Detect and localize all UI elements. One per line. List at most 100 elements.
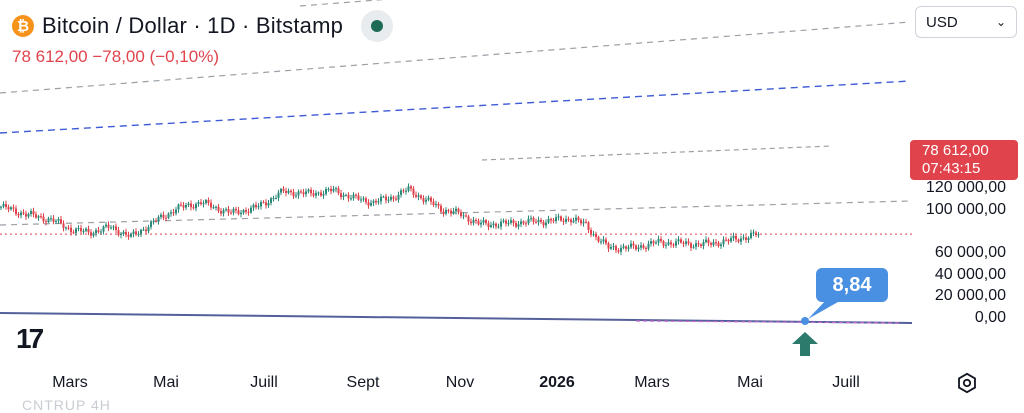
time-axis-label: Sept [346, 374, 380, 391]
candle-body [157, 216, 160, 222]
candle-body [640, 245, 642, 248]
time-axis-label: 2026 [539, 374, 575, 391]
candle-body [740, 238, 742, 242]
candle-body [497, 226, 500, 228]
candle-body [290, 190, 292, 193]
candle-body [677, 239, 680, 242]
candle-body [417, 195, 420, 197]
candle-body [572, 220, 575, 223]
candle-body [112, 226, 115, 228]
candle-body [187, 203, 190, 205]
currency-selector[interactable]: USD ⌄ [915, 6, 1017, 38]
candle-body [320, 192, 322, 196]
candle-body [745, 237, 747, 240]
candle-body [560, 216, 562, 221]
candle-body [215, 206, 217, 208]
candle-body [305, 191, 307, 195]
time-axis-label: Juill [250, 374, 278, 391]
candle-body [705, 239, 707, 243]
time-axis-label: Mai [153, 374, 179, 391]
candle-body [135, 231, 137, 235]
candle-body [297, 191, 300, 196]
channel-lower-line [0, 200, 911, 226]
candle-body [475, 219, 477, 221]
candle-body [145, 229, 147, 232]
candle-body [105, 224, 107, 227]
candle-body [597, 236, 600, 242]
candle-body [160, 214, 162, 217]
candle-body [602, 239, 605, 242]
candle-body [295, 195, 297, 197]
candle-body [375, 200, 377, 203]
market-status-button[interactable] [361, 10, 394, 42]
candle-body [252, 204, 255, 208]
candle-body [410, 186, 412, 189]
settings-gear-icon[interactable] [956, 372, 978, 394]
candle-body [532, 217, 535, 222]
candle-body [465, 215, 467, 217]
candle-body [10, 207, 12, 210]
candle-body [307, 189, 310, 192]
candle-body [620, 247, 622, 252]
candle-body [635, 245, 637, 250]
candle-body [175, 209, 177, 214]
candle-body [570, 219, 572, 223]
candle-body [385, 196, 387, 201]
up-arrow-icon [792, 332, 818, 356]
price-axis-label: 0,00 [974, 309, 1006, 326]
candle-body [130, 234, 132, 237]
candle-body [332, 189, 335, 192]
indicator-line [0, 312, 913, 324]
candle-body [152, 221, 155, 223]
candle-body [147, 227, 150, 232]
candle-body [225, 209, 227, 211]
candle-body [552, 220, 555, 222]
candle-body [32, 211, 35, 215]
candle-body [472, 219, 475, 224]
candle-body [507, 222, 510, 224]
candle-body [652, 241, 655, 244]
candle-body [657, 238, 660, 243]
candle-body [707, 239, 710, 244]
candle-body [752, 232, 755, 234]
candle-body [630, 243, 632, 248]
candle-body [202, 203, 205, 205]
candle-body [567, 218, 570, 220]
currency-label: USD [926, 13, 958, 31]
candle-body [400, 190, 402, 195]
candle-body [510, 220, 512, 223]
time-axis-label: Mars [52, 374, 88, 391]
candle-body [450, 210, 452, 214]
candle-body [557, 216, 560, 218]
candle-body [25, 213, 27, 217]
candle-body [695, 243, 697, 247]
candle-body [222, 210, 225, 214]
candle-body [500, 221, 502, 227]
candle-body [515, 223, 517, 227]
candle-body [265, 202, 267, 206]
candle-body [682, 242, 685, 244]
candle-body [520, 221, 522, 225]
candle-body [312, 193, 315, 196]
candle-body [60, 219, 62, 224]
candle-body [432, 201, 435, 205]
candle-body [700, 244, 702, 246]
tradingview-logo-icon[interactable]: 17 [16, 323, 44, 354]
candle-body [0, 206, 2, 208]
candle-body [70, 227, 72, 233]
candle-body [317, 192, 320, 194]
candle-body [462, 215, 465, 217]
candle-body [405, 190, 407, 192]
price-axis-label: 60 000,00 [934, 244, 1006, 262]
candle-body [310, 189, 312, 194]
candle-body [275, 197, 277, 199]
candle-body [357, 195, 360, 200]
candle-body [637, 247, 640, 250]
channel-mid-line [0, 80, 911, 134]
candle-body [340, 193, 342, 198]
candle-body [242, 210, 245, 213]
candle-body [690, 243, 692, 248]
candle-body [67, 227, 70, 229]
symbol-title[interactable]: Bitcoin / Dollar · 1D · Bitstamp [42, 13, 344, 38]
